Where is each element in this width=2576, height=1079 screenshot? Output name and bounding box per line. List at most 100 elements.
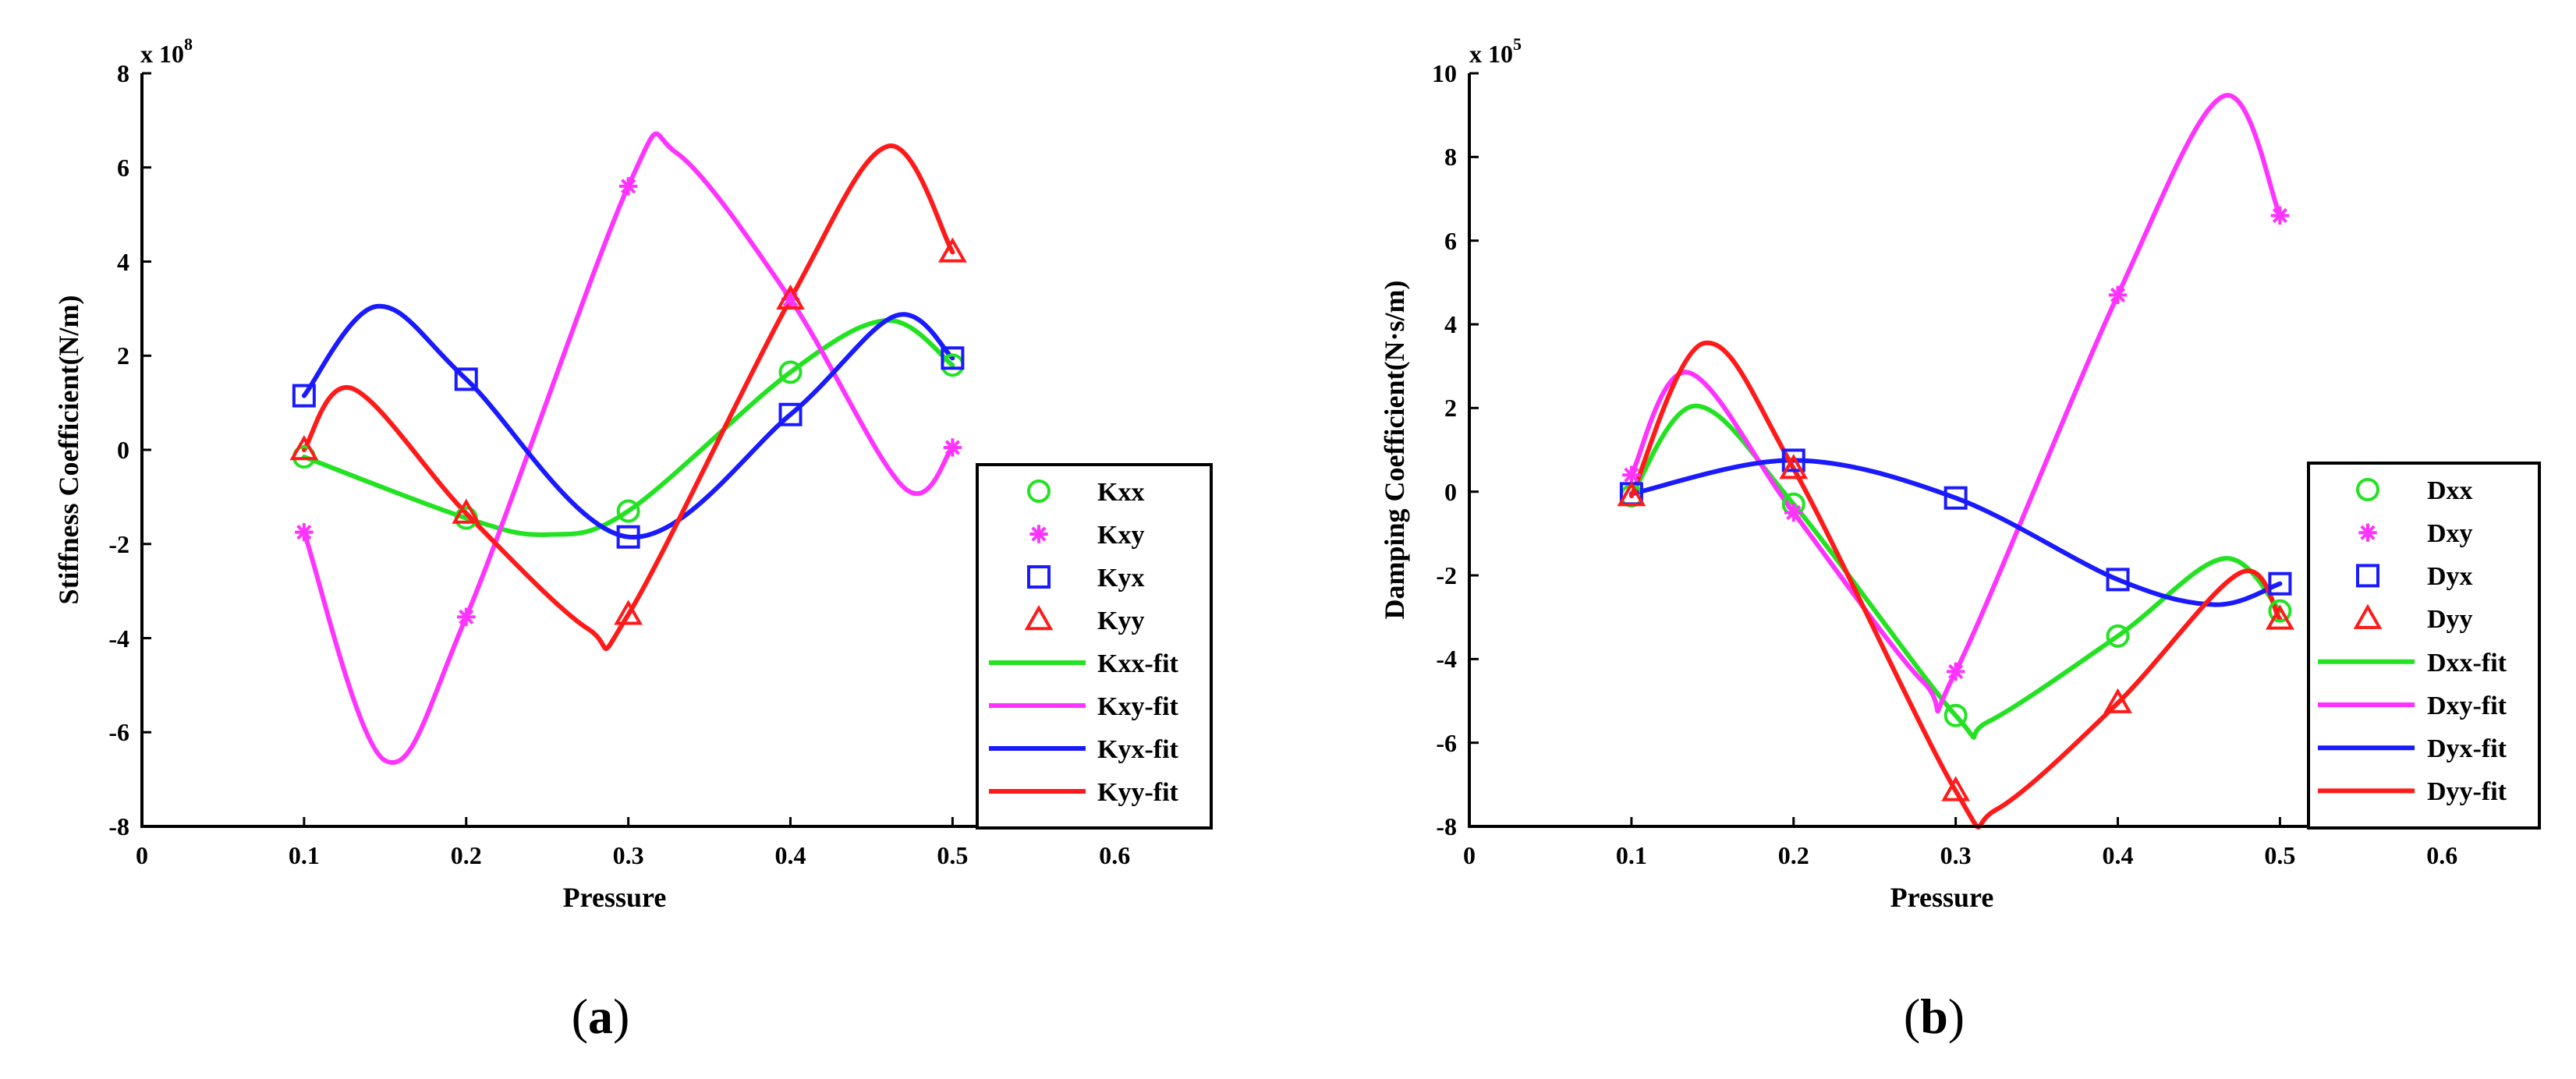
legend-swatch-kyy [1024, 605, 1054, 631]
data-point-kxy [781, 290, 800, 309]
y-tick-label: 2 [1444, 394, 1457, 422]
legend-label: Kxx-fit [1097, 649, 1179, 678]
x-tick-label: 0.3 [613, 841, 644, 869]
data-point-dxy [1784, 503, 1803, 522]
x-tick-label: 0 [136, 841, 148, 869]
legend-swatch-dyy [2353, 603, 2383, 629]
data-point-kyy [452, 498, 481, 524]
data-point-kyx [616, 525, 640, 549]
chart-panel-a: 0 0.1 0.2 0.3 0.4 0.5 0.6 -8 -6 -4 -2 0 … [53, 34, 1213, 1044]
axis-frame-a [140, 73, 1212, 828]
data-point-kxy [618, 177, 638, 196]
data-point-dyy [2265, 604, 2294, 630]
data-point-dxx [2106, 624, 2130, 648]
data-point-kyx [292, 384, 316, 408]
y-axis-label-a: Stiffness Coefficient(N/m) [53, 295, 84, 605]
x-axis-label-b: Pressure [1890, 882, 1994, 913]
data-point-dyx [2268, 571, 2292, 596]
y-tick-label: 0 [1444, 478, 1457, 506]
y-tick-label: 8 [117, 59, 129, 87]
y-tick-label: 10 [1432, 59, 1457, 87]
legend-label: Dxy-fit [2427, 692, 2507, 720]
data-point-dyx [1781, 448, 1805, 472]
data-point-dyy [1941, 776, 1971, 801]
legend-box-a [976, 463, 1213, 830]
y-tick-label: -6 [1436, 729, 1457, 757]
chart-panel-b: 0 0.1 0.2 0.3 0.4 0.5 0.6 -8 -6 -4 -2 0 … [1379, 34, 2541, 1044]
y-tick-label: -4 [108, 624, 129, 653]
data-markers-a [289, 177, 967, 627]
y-axis-label-b: Damping Coefficient(N·s/m) [1379, 281, 1410, 620]
fit-line-kyx-fit [301, 303, 955, 540]
x-axis-label-a: Pressure [563, 882, 667, 913]
legend-swatch-kxy [1029, 525, 1048, 543]
y-tick-label: -8 [1436, 812, 1457, 840]
x-tick-label: 0.2 [451, 841, 482, 869]
fit-line-dxy-fit [1628, 93, 2283, 714]
x-tick-label: 0.4 [775, 841, 806, 869]
y-tick-label: 0 [117, 436, 129, 464]
data-point-kyx [454, 367, 478, 391]
data-point-dyx [2106, 568, 2130, 592]
fit-line-kyy-fit [301, 143, 955, 652]
legend-label: Kxx [1097, 478, 1144, 507]
fit-lines-b [1628, 93, 2283, 830]
y-multiplier-a: x 108 [140, 34, 193, 68]
y-tick-label: -4 [1436, 645, 1457, 673]
legend-label: Kyx [1097, 564, 1144, 593]
data-point-kyy [289, 435, 319, 461]
data-point-kxy [295, 522, 314, 542]
legend-swatch-dyx [2356, 564, 2379, 588]
legend-swatch-kxx [1027, 479, 1051, 503]
x-tick-label: 0.5 [2264, 841, 2295, 869]
legend-b: Dxx Dxy Dyx Dyy Dxx-fit Dxy-fit Dyx-fit … [2307, 462, 2541, 830]
x-tick-label: 0.3 [1940, 841, 1972, 869]
legend-swatch-dxx [2356, 478, 2379, 501]
data-point-kyy [614, 600, 643, 625]
data-point-dxy [2108, 285, 2128, 305]
legend-label: Dxx [2427, 476, 2473, 505]
data-point-dyy [1779, 454, 1809, 479]
legend-swatch-kyx [1027, 565, 1051, 589]
data-point-kxx [778, 360, 803, 384]
panel-label-b: (b) [1904, 989, 1965, 1044]
legend-label: Dxy [2427, 519, 2473, 548]
legend-label: Kyy [1097, 607, 1144, 635]
x-tick-label: 0.6 [2426, 841, 2457, 869]
y-tick-labels-a: -8 -6 -4 -2 0 2 4 6 8 [108, 59, 129, 840]
y-tick-label: 2 [117, 341, 129, 370]
data-point-kyx [778, 402, 803, 426]
data-point-dxy [1622, 465, 1641, 484]
legend-box-b [2307, 462, 2541, 830]
fit-line-dyy-fit [1628, 340, 2283, 830]
x-tick-label: 0.4 [2103, 841, 2134, 869]
y-multiplier-b: x 105 [1469, 34, 1522, 68]
x-tick-labels-b: 0 0.1 0.2 0.3 0.4 0.5 0.6 [1463, 841, 2457, 869]
data-point-kyx [941, 346, 965, 370]
data-point-kyy [937, 237, 967, 263]
data-point-kyy [776, 284, 805, 310]
legend-label: Kyy-fit [1097, 778, 1179, 807]
fit-line-dxx-fit [1628, 403, 2283, 740]
y-tick-label: 6 [117, 154, 129, 182]
data-point-kxy [943, 438, 962, 457]
x-tick-label: 0.5 [937, 841, 968, 869]
y-tick-label: 8 [1444, 143, 1457, 171]
legend-a: Kxx Kxy Kyx Kyy Kxx-fit Kxy-fit Kyx-fit … [976, 463, 1213, 830]
legend-label: Dyy-fit [2427, 777, 2507, 806]
data-point-dxx [1944, 703, 1968, 727]
legend-label: Dyy [2427, 605, 2473, 634]
y-tick-label: -2 [1436, 561, 1457, 589]
y-tick-labels-b: -8 -6 -4 -2 0 2 4 6 8 10 [1432, 59, 1457, 840]
legend-label: Kxy [1097, 521, 1144, 550]
panel-label-a: (a) [572, 989, 630, 1044]
x-tick-label: 0.2 [1778, 841, 1809, 869]
x-tick-labels-a: 0 0.1 0.2 0.3 0.4 0.5 0.6 [136, 841, 1130, 869]
legend-label: Kyx-fit [1097, 735, 1179, 764]
data-point-dyy [2103, 688, 2132, 713]
x-tick-label: 0 [1463, 841, 1476, 869]
y-tick-label: 6 [1444, 227, 1457, 255]
legend-label: Dxx-fit [2427, 649, 2507, 677]
y-tick-label: 4 [1444, 310, 1457, 338]
